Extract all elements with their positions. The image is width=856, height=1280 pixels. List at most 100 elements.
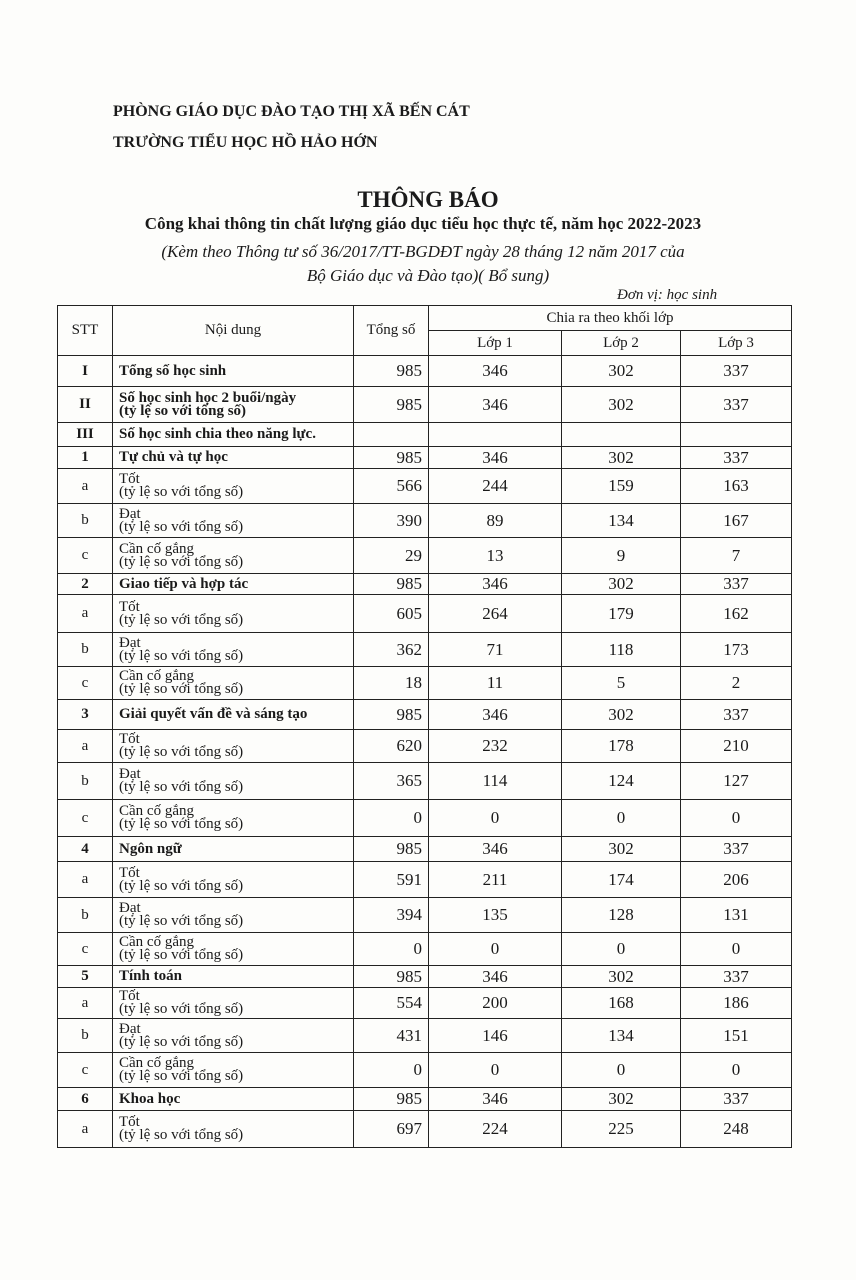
row-total: 985	[353, 836, 429, 862]
row-total: 29	[353, 537, 429, 574]
table-row: 4 Ngôn ngữ 985 346 302 337	[57, 836, 792, 862]
table-row: 1 Tự chủ và tự học 985 346 302 337	[57, 446, 792, 469]
row-stt: II	[57, 386, 113, 423]
row-label-text: Đạt	[119, 766, 141, 782]
row-grade-3: 7	[680, 537, 792, 574]
row-stt: I	[57, 355, 113, 387]
row-total: 985	[353, 386, 429, 423]
row-label-note: (tỷ lệ so với tổng số)	[119, 1127, 244, 1143]
row-label: Tính toán	[112, 965, 354, 988]
table-row: 6 Khoa học 985 346 302 337	[57, 1087, 792, 1111]
row-stt: 1	[57, 446, 113, 469]
row-label-note: (tỷ lệ so với tổng số)	[119, 402, 247, 419]
col-total: Tổng số	[353, 305, 429, 356]
row-label-text: Tốt	[119, 598, 140, 615]
row-grade-3: 162	[680, 594, 792, 633]
table-row: b Đạt (tỷ lệ so với tổng số) 362 71 118 173	[57, 632, 792, 667]
table-row: III Số học sinh chia theo năng lực.	[57, 422, 792, 447]
row-label-text: Giao tiếp và hợp tác	[119, 575, 249, 592]
row-total: 985	[353, 573, 429, 595]
row-total: 697	[353, 1110, 429, 1148]
row-grade-1: 346	[428, 836, 562, 862]
row-label: Cần cố gắng (tỷ lệ so với tổng số)	[112, 799, 354, 837]
row-grade-1: 346	[428, 446, 562, 469]
row-label-note: (tỷ lệ so với tổng số)	[119, 1033, 244, 1050]
table-row: c Cần cố gắng (tỷ lệ so với tổng số) 0 0 0 0	[57, 932, 792, 966]
row-label: Đạt (tỷ lệ so với tổng số)	[112, 503, 354, 538]
row-total: 985	[353, 1087, 429, 1111]
row-label-text: Tốt	[119, 1114, 140, 1130]
row-stt: b	[57, 1018, 113, 1053]
row-grade-1: 135	[428, 897, 562, 933]
table-row: b Đạt (tỷ lệ so với tổng số) 431 146 134 151	[57, 1018, 792, 1053]
table-body: I Tổng số học sinh 985 346 302 337 II Số học si…	[57, 355, 792, 1148]
quality-table: STT Nội dung Tổng số Chia ra theo khối l…	[57, 305, 792, 1148]
row-grade-1: 200	[428, 987, 562, 1019]
row-total: 390	[353, 503, 429, 538]
reference-line-1: (Kèm theo Thông tư số 36/2017/TT-BGDĐT n…	[161, 242, 685, 261]
row-grade-3: 337	[680, 446, 792, 469]
row-grade-1: 13	[428, 537, 562, 574]
row-label-text: Giải quyết vấn đề và sáng tạo	[119, 706, 308, 722]
row-stt: a	[57, 987, 113, 1019]
row-label-note: (tỷ lệ so với tổng số)	[119, 553, 244, 570]
row-grade-3: 173	[680, 632, 792, 667]
table-row: b Đạt (tỷ lệ so với tổng số) 394 135 128 131	[57, 897, 792, 933]
row-grade-1: 114	[428, 762, 562, 800]
row-grade-3: 151	[680, 1018, 792, 1053]
row-label: Tốt (tỷ lệ so với tổng số)	[112, 861, 354, 898]
row-stt: c	[57, 666, 113, 700]
row-label-note: (tỷ lệ so với tổng số)	[119, 611, 244, 628]
row-grade-1: 346	[428, 965, 562, 988]
row-total: 0	[353, 1052, 429, 1088]
row-label-note: (tỷ lệ so với tổng số)	[119, 744, 244, 760]
row-total: 591	[353, 861, 429, 898]
row-grade-2: 134	[561, 1018, 681, 1053]
row-grade-2: 134	[561, 503, 681, 538]
table-row: c Cần cố gắng (tỷ lệ so với tổng số) 0 0 0 0	[57, 1052, 792, 1088]
row-stt: 6	[57, 1087, 113, 1111]
row-total: 0	[353, 799, 429, 837]
row-stt: b	[57, 503, 113, 538]
row-label-text: Tổng số học sinh	[119, 362, 227, 379]
row-label: Cần cố gắng (tỷ lệ so với tổng số)	[112, 1052, 354, 1088]
row-grade-2: 302	[561, 355, 681, 387]
col-stt: STT	[57, 305, 113, 356]
row-total: 985	[353, 355, 429, 387]
table-row: 2 Giao tiếp và hợp tác 985 346 302 337	[57, 573, 792, 595]
row-label: Đạt (tỷ lệ so với tổng số)	[112, 762, 354, 800]
row-label-note: (tỷ lệ so với tổng số)	[119, 647, 244, 664]
row-grade-2: 302	[561, 965, 681, 988]
document-title: THÔNG BÁO	[357, 187, 499, 212]
row-label-note: (tỷ lệ so với tổng số)	[119, 681, 244, 697]
row-label: Tự chủ và tự học	[112, 446, 354, 469]
table-row: a Tốt (tỷ lệ so với tổng số) 605 264 179 162	[57, 594, 792, 633]
row-stt: a	[57, 729, 113, 763]
row-grade-3: 0	[680, 1052, 792, 1088]
row-total: 605	[353, 594, 429, 633]
row-label-note: (tỷ lệ so với tổng số)	[119, 947, 244, 963]
row-label: Cần cố gắng (tỷ lệ so với tổng số)	[112, 932, 354, 966]
row-stt: 3	[57, 699, 113, 730]
row-grade-3: 337	[680, 355, 792, 387]
row-grade-1: 11	[428, 666, 562, 700]
row-label-note: (tỷ lệ so với tổng số)	[119, 816, 244, 832]
table-row: c Cần cố gắng (tỷ lệ so với tổng số) 29 13 9 7	[57, 537, 792, 574]
row-label-text: Cần cố gắng	[119, 540, 194, 557]
row-label-text: Số học sinh chia theo năng lực.	[119, 426, 316, 442]
row-label-text: Đạt	[119, 900, 141, 916]
row-total: 620	[353, 729, 429, 763]
row-stt: c	[57, 799, 113, 837]
table-row: c Cần cố gắng (tỷ lệ so với tổng số) 0 0 0 0	[57, 799, 792, 837]
row-label: Cần cố gắng (tỷ lệ so với tổng số)	[112, 537, 354, 574]
table-row: 5 Tính toán 985 346 302 337	[57, 965, 792, 988]
row-grade-1: 146	[428, 1018, 562, 1053]
row-grade-1: 71	[428, 632, 562, 667]
row-total: 985	[353, 699, 429, 730]
row-label-text: Tính toán	[119, 968, 182, 984]
row-grade-2: 0	[561, 799, 681, 837]
row-total: 18	[353, 666, 429, 700]
row-label: Khoa học	[112, 1087, 354, 1111]
row-grade-2: 124	[561, 762, 681, 800]
row-grade-3: 337	[680, 573, 792, 595]
